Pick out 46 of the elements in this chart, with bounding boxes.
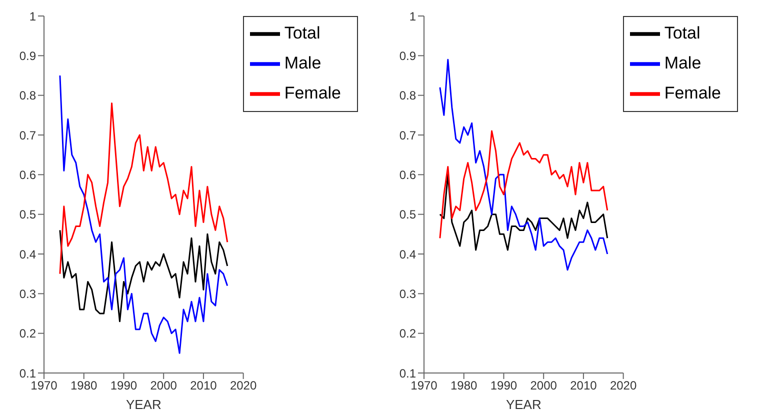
legend-label: Total	[664, 23, 700, 42]
x-axis-title: YEAR	[506, 397, 542, 412]
line-series	[439, 58, 608, 271]
line-series	[59, 102, 228, 275]
y-tick-label: 0.8	[19, 88, 36, 103]
y-tick-label: 0.5	[19, 208, 36, 222]
y-tick-label: 0.1	[399, 366, 416, 380]
x-tick-label: 2000	[530, 378, 558, 393]
x-tick-label: 2000	[150, 378, 178, 393]
y-tick-label: 0.5	[399, 208, 416, 222]
legend-label: Male	[284, 53, 322, 72]
x-axis-title: YEAR	[126, 397, 162, 412]
y-tick-label: 0.3	[19, 286, 36, 301]
legend-label: Total	[284, 23, 320, 42]
line-series	[59, 229, 228, 322]
y-tick-label: 0.1	[19, 366, 36, 380]
x-tick-label: 2020	[610, 378, 637, 393]
line-series	[439, 130, 608, 239]
y-tick-label: 0.6	[19, 168, 36, 182]
x-tick-label: 2020	[230, 378, 257, 393]
x-tick-label: 1980	[450, 378, 478, 393]
y-tick-label: 1	[409, 9, 416, 24]
y-tick-label: 0.6	[399, 168, 416, 182]
y-tick-label: 0.4	[19, 247, 36, 262]
y-tick-label: 0.4	[399, 247, 416, 262]
legend-label: Male	[664, 53, 702, 72]
x-tick-label: 2010	[190, 378, 218, 393]
x-tick-label: 1970	[410, 378, 438, 393]
x-tick-label: 1970	[30, 378, 58, 393]
line-series	[439, 174, 608, 251]
x-tick-label: 1980	[70, 378, 98, 393]
y-tick-label: 0.7	[19, 128, 36, 142]
y-tick-label: 0.2	[399, 326, 416, 341]
x-tick-label: 1990	[110, 378, 138, 393]
legend-label: Female	[664, 83, 721, 102]
line-series	[59, 74, 228, 354]
y-tick-label: 0.7	[399, 128, 416, 142]
legend-label: Female	[284, 83, 341, 102]
y-tick-label: 0.2	[19, 326, 36, 341]
y-tick-label: 0.9	[19, 48, 36, 63]
x-tick-label: 2010	[570, 378, 598, 393]
y-tick-label: 1	[29, 9, 36, 24]
x-tick-label: 1990	[490, 378, 518, 393]
y-tick-label: 0.8	[399, 88, 416, 103]
y-tick-label: 0.3	[399, 286, 416, 301]
y-tick-label: 0.9	[399, 48, 416, 63]
